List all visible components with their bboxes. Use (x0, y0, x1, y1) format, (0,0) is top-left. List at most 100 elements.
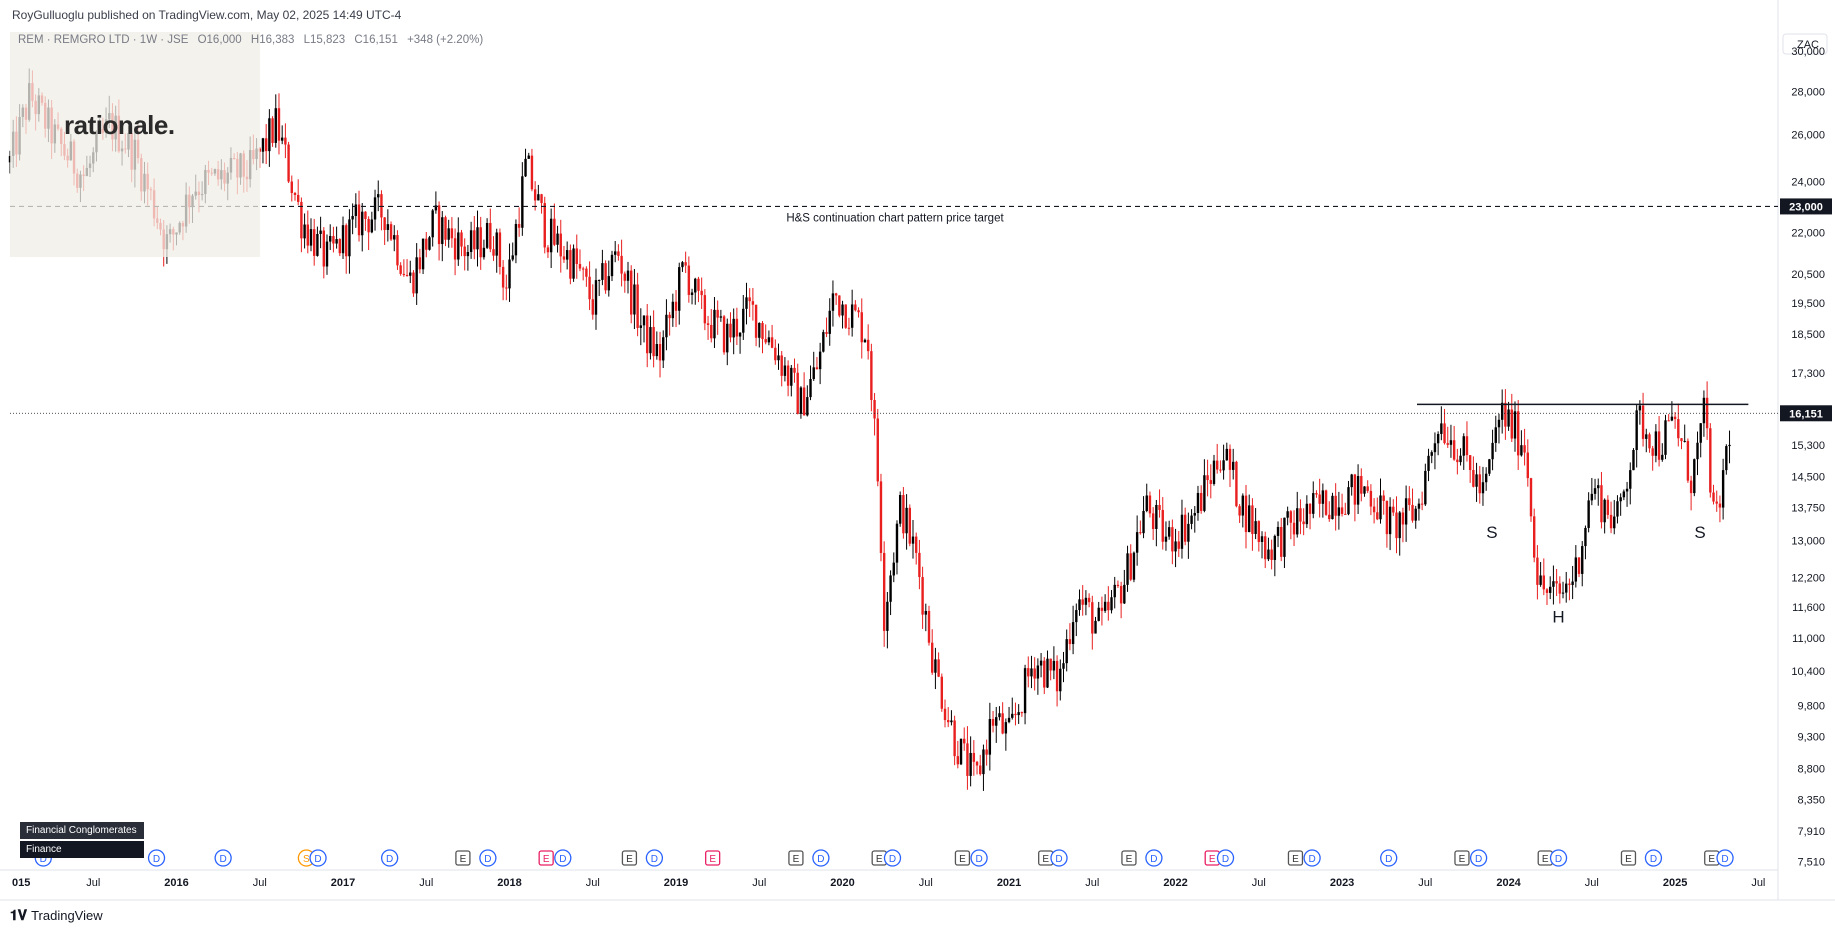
candle-body (703, 295, 707, 324)
candle-body (754, 304, 758, 338)
candle-body (979, 765, 982, 775)
candle-body (489, 222, 492, 250)
candle-body (1718, 503, 1722, 508)
candle-body (300, 201, 303, 239)
candle-body (1613, 516, 1616, 529)
dividend-event-icon (1644, 849, 1663, 867)
candle-body (591, 299, 594, 315)
candle-body (834, 293, 838, 296)
event-letter: D (314, 854, 321, 865)
candle-body (607, 276, 610, 291)
candle-body (770, 337, 774, 348)
candle-body (1283, 517, 1286, 557)
candle-body (1296, 508, 1299, 535)
candle-body (418, 257, 422, 270)
candle-body (348, 219, 351, 257)
dividend-event-icon (1216, 849, 1235, 867)
price-tick-label: 15,300 (1791, 440, 1825, 452)
earnings-event-letter: E (1542, 854, 1549, 865)
tradingview-footer[interactable]: 𝟏𝐕 TradingView (10, 907, 103, 924)
candle-body (796, 372, 799, 414)
event-letter: D (651, 854, 658, 865)
candle-body (706, 323, 710, 325)
candle-body (508, 259, 511, 289)
price-level-axis-badge (1780, 198, 1832, 215)
candle-body (1709, 428, 1712, 493)
price-tick-label: 7,510 (1797, 856, 1825, 868)
candle-body (1148, 495, 1152, 514)
candle-body (652, 327, 655, 357)
candle-body (409, 272, 412, 276)
candle-body (847, 327, 851, 329)
tradingview-brand: TradingView (31, 908, 103, 923)
time-tick-label: 2021 (997, 877, 1021, 889)
candle-body (1510, 409, 1513, 439)
candle-body (1142, 510, 1145, 534)
candle-body (332, 236, 335, 244)
candle-body (786, 365, 790, 386)
dividend-event-icon (1549, 849, 1568, 867)
dividend-event-icon (214, 849, 232, 867)
candle-body (1513, 411, 1517, 439)
price-level-axis-label: 16,151 (1789, 408, 1823, 420)
candle-body (1270, 549, 1273, 560)
candle-body (543, 203, 546, 248)
candle-body (988, 719, 992, 755)
event-letter: D (1150, 854, 1157, 865)
earnings-event-letter: E (1209, 854, 1216, 865)
candle-body (1494, 427, 1497, 443)
candle-body (1036, 665, 1040, 679)
candle-body (290, 181, 293, 194)
candle-body (1366, 486, 1369, 491)
candle-body (716, 309, 719, 318)
candle-body (1324, 490, 1328, 515)
candle-body (1135, 532, 1139, 553)
time-tick-label: 2025 (1663, 877, 1687, 889)
industry-tag[interactable]: Finance (20, 841, 144, 858)
candle-body (1139, 532, 1142, 534)
candle-body (1014, 713, 1017, 716)
candle-body (1059, 668, 1062, 692)
candle-body (1683, 440, 1686, 442)
sector-tag[interactable]: Financial Conglomerates (20, 822, 144, 839)
legend-open: O16,000 (197, 34, 242, 46)
candle-body (943, 708, 947, 721)
dividend-event-icon (1303, 849, 1321, 867)
candle-body (1689, 480, 1693, 494)
candle-body (1315, 493, 1318, 495)
event-letter: D (1721, 854, 1728, 865)
candle-body (1232, 461, 1235, 470)
candle-body (1235, 461, 1238, 507)
candle-body (1587, 500, 1590, 528)
time-tick-label: 2019 (664, 877, 688, 889)
candle-body (1584, 527, 1587, 547)
candle-body (1132, 552, 1136, 580)
logo-text: rationale. (64, 110, 175, 140)
candle-body (985, 749, 988, 755)
candle-body (1667, 420, 1670, 422)
candle-body (671, 301, 675, 319)
price-tick-label: 19,500 (1791, 298, 1825, 310)
candle-body (610, 254, 614, 277)
earnings-event-letter: E (1625, 854, 1632, 865)
candle-body (485, 222, 489, 248)
candle-body (1222, 460, 1225, 471)
candle-body (1180, 514, 1184, 549)
candle-body (953, 720, 956, 757)
earnings-event-letter: E (460, 854, 467, 865)
candle-body (1049, 658, 1052, 671)
candle-body (428, 237, 431, 250)
currency-label: ZAC (1797, 39, 1819, 51)
legend-high: H16,383 (250, 34, 295, 46)
candle-body (1625, 488, 1629, 492)
candle-body (565, 250, 569, 260)
candle-body (889, 575, 892, 602)
candle-body (1574, 557, 1578, 582)
candle-body (1693, 459, 1696, 494)
candle-body (1382, 495, 1385, 501)
candle-body (1654, 431, 1658, 456)
candle-body (383, 217, 386, 230)
price-tick-label: 20,500 (1791, 269, 1825, 281)
